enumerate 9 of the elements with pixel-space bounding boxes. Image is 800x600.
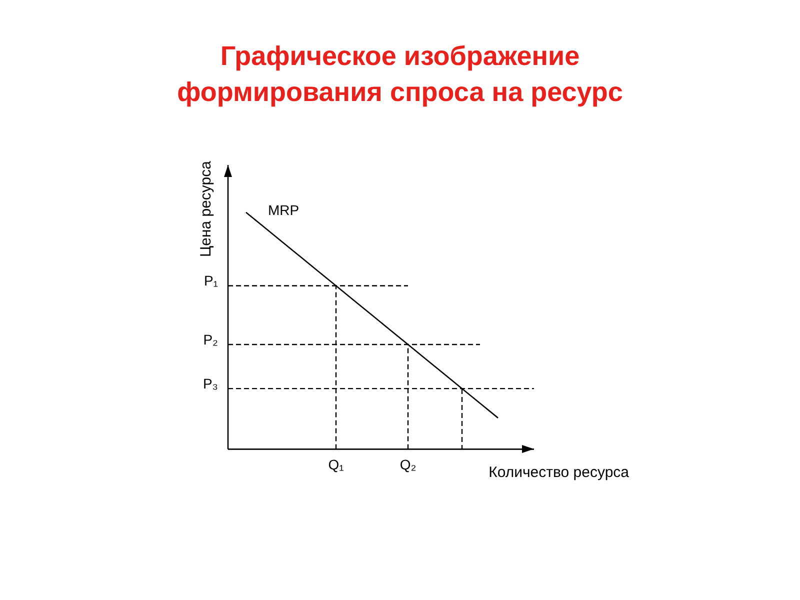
- ref-line-label: P₃: [202, 375, 218, 392]
- x-tick-label: Q₂: [400, 456, 416, 472]
- ref-line-label: P₂: [203, 331, 218, 348]
- x-axis-title: Количество ресурса: [488, 464, 630, 481]
- y-axis-title: Цена ресурса: [198, 160, 215, 257]
- x-tick-label: Q₁: [328, 456, 344, 472]
- chart-title: Графическое изображение формирования спроса на ресурс: [176, 40, 624, 109]
- ref-line-label: P₁: [204, 272, 218, 289]
- series-label: MRP: [268, 202, 300, 218]
